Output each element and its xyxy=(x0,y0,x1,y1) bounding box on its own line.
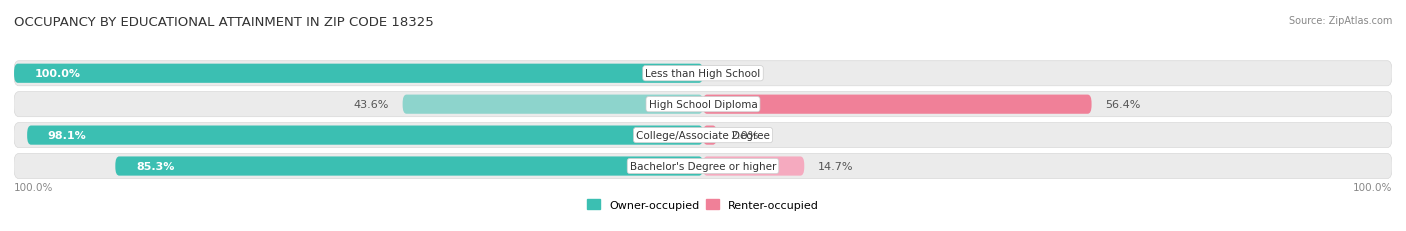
Legend: Owner-occupied, Renter-occupied: Owner-occupied, Renter-occupied xyxy=(582,195,824,214)
Text: 100.0%: 100.0% xyxy=(35,69,80,79)
FancyBboxPatch shape xyxy=(27,126,703,145)
FancyBboxPatch shape xyxy=(703,157,804,176)
Text: Source: ZipAtlas.com: Source: ZipAtlas.com xyxy=(1288,16,1392,26)
Text: College/Associate Degree: College/Associate Degree xyxy=(636,131,770,140)
Text: 85.3%: 85.3% xyxy=(136,161,174,171)
Text: Less than High School: Less than High School xyxy=(645,69,761,79)
FancyBboxPatch shape xyxy=(115,157,703,176)
FancyBboxPatch shape xyxy=(14,61,1392,86)
Text: High School Diploma: High School Diploma xyxy=(648,100,758,110)
Text: 2.0%: 2.0% xyxy=(731,131,759,140)
Text: 100.0%: 100.0% xyxy=(14,182,53,192)
Text: 43.6%: 43.6% xyxy=(353,100,389,110)
FancyBboxPatch shape xyxy=(14,154,1392,179)
FancyBboxPatch shape xyxy=(14,123,1392,148)
Text: 14.7%: 14.7% xyxy=(818,161,853,171)
FancyBboxPatch shape xyxy=(14,64,703,83)
Text: 56.4%: 56.4% xyxy=(1105,100,1140,110)
Text: Bachelor's Degree or higher: Bachelor's Degree or higher xyxy=(630,161,776,171)
Text: 100.0%: 100.0% xyxy=(1353,182,1392,192)
FancyBboxPatch shape xyxy=(14,92,1392,117)
FancyBboxPatch shape xyxy=(402,95,703,114)
FancyBboxPatch shape xyxy=(703,126,717,145)
Text: OCCUPANCY BY EDUCATIONAL ATTAINMENT IN ZIP CODE 18325: OCCUPANCY BY EDUCATIONAL ATTAINMENT IN Z… xyxy=(14,16,434,29)
FancyBboxPatch shape xyxy=(703,95,1091,114)
Text: 98.1%: 98.1% xyxy=(48,131,87,140)
